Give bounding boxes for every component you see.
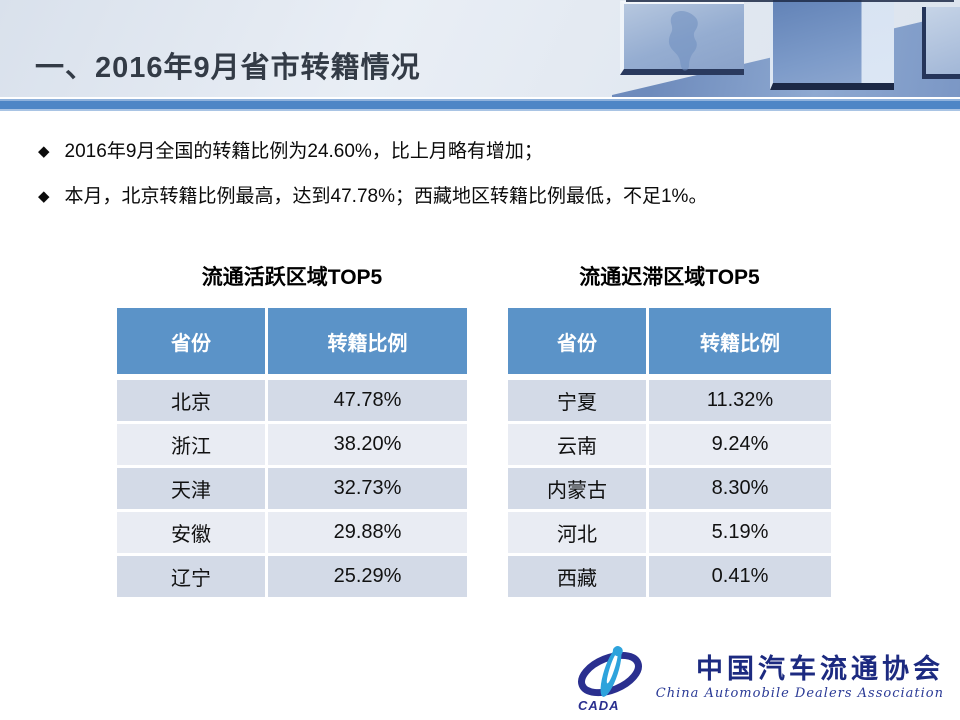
column-header-ratio: 转籍比例: [649, 308, 831, 374]
cell-ratio: 25.29%: [268, 556, 467, 597]
cell-province: 天津: [117, 468, 265, 509]
cell-ratio: 38.20%: [268, 424, 467, 465]
cell-province: 河北: [508, 512, 646, 553]
cell-ratio: 8.30%: [649, 468, 831, 509]
cell-province: 辽宁: [117, 556, 265, 597]
page-title: 一、2016年9月省市转籍情况: [35, 52, 421, 84]
table-grid: 省份 转籍比例 北京 47.78% 浙江 38.20% 天津 32.73% 安徽…: [117, 308, 467, 597]
column-header-province: 省份: [508, 308, 646, 374]
cell-province: 北京: [117, 380, 265, 421]
cell-ratio: 9.24%: [649, 424, 831, 465]
cell-ratio: 32.73%: [268, 468, 467, 509]
logo-english-name: China Automobile Dealers Association: [655, 686, 944, 702]
world-map-icon: [668, 10, 698, 71]
slide-header: 一、2016年9月省市转籍情况: [0, 0, 960, 98]
column-header-province: 省份: [117, 308, 265, 374]
diamond-bullet-icon: ◆: [38, 143, 50, 160]
cada-logo-icon: CADA: [578, 646, 642, 713]
cell-ratio: 11.32%: [649, 380, 831, 421]
header-divider: [0, 97, 960, 111]
column-header-ratio: 转籍比例: [268, 308, 467, 374]
bullet-list: ◆ 2016年9月全国的转籍比例为24.60%，比上月略有增加； ◆ 本月，北京…: [38, 136, 928, 226]
table-sluggish-regions: 流通迟滞区域TOP5 省份 转籍比例 宁夏 11.32% 云南 9.24% 内蒙…: [508, 261, 831, 597]
table-title: 流通活跃区域TOP5: [201, 266, 383, 289]
cell-ratio: 5.19%: [649, 512, 831, 553]
header-cubes-decoration: [612, 0, 960, 98]
bullet-item: ◆ 本月，北京转籍比例最高，达到47.78%；西藏地区转籍比例最低，不足1%。: [38, 181, 928, 208]
cell-province: 宁夏: [508, 380, 646, 421]
cube-graphic: [770, 0, 894, 90]
cell-ratio: 0.41%: [649, 556, 831, 597]
cada-acronym-text: CADA: [578, 698, 620, 713]
bullet-item: ◆ 2016年9月全国的转籍比例为24.60%，比上月略有增加；: [38, 136, 928, 163]
cube-top-edge-line: [626, 0, 954, 2]
cell-province: 安徽: [117, 512, 265, 553]
cube-graphic: [620, 1, 744, 75]
bullet-text: 2016年9月全国的转籍比例为24.60%，比上月略有增加；: [64, 141, 543, 162]
table-active-regions: 流通活跃区域TOP5 省份 转籍比例 北京 47.78% 浙江 38.20% 天…: [117, 261, 467, 597]
cell-ratio: 47.78%: [268, 380, 467, 421]
cell-ratio: 29.88%: [268, 512, 467, 553]
table-grid: 省份 转籍比例 宁夏 11.32% 云南 9.24% 内蒙古 8.30% 河北 …: [508, 308, 831, 597]
cell-province: 内蒙古: [508, 468, 646, 509]
cell-province: 云南: [508, 424, 646, 465]
cube-graphic: [922, 7, 960, 79]
logo-chinese-name: 中国汽车流通协会: [696, 654, 944, 685]
cada-logo: CADA 中国汽车流通协会 China Automobile Dealers A…: [572, 644, 944, 714]
diamond-bullet-icon: ◆: [38, 188, 50, 205]
table-title: 流通迟滞区域TOP5: [579, 266, 760, 289]
cell-province: 西藏: [508, 556, 646, 597]
cell-province: 浙江: [117, 424, 265, 465]
bullet-text: 本月，北京转籍比例最高，达到47.78%；西藏地区转籍比例最低，不足1%。: [64, 186, 708, 207]
cada-logo-text: 中国汽车流通协会 China Automobile Dealers Associ…: [656, 644, 944, 701]
